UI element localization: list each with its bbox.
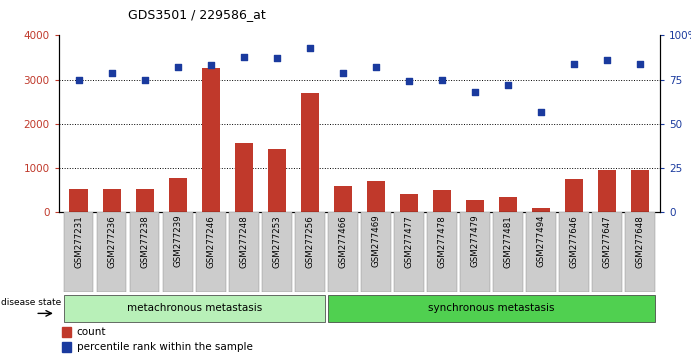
Point xyxy=(106,70,117,75)
Point xyxy=(502,82,513,88)
Point xyxy=(404,79,415,84)
Bar xyxy=(565,179,583,212)
Point xyxy=(569,61,580,67)
Bar xyxy=(135,189,153,212)
Point xyxy=(337,70,348,75)
Text: GSM277246: GSM277246 xyxy=(206,215,215,268)
Bar xyxy=(61,342,70,352)
Text: GSM277478: GSM277478 xyxy=(437,215,446,268)
Bar xyxy=(334,186,352,212)
Bar xyxy=(526,212,556,292)
Text: GSM277646: GSM277646 xyxy=(569,215,578,268)
Text: GSM277481: GSM277481 xyxy=(504,215,513,268)
Text: GSM277236: GSM277236 xyxy=(107,215,116,268)
Bar xyxy=(328,295,655,322)
Bar xyxy=(130,212,160,292)
Text: GSM277466: GSM277466 xyxy=(339,215,348,268)
Text: GSM277477: GSM277477 xyxy=(404,215,413,268)
Text: GSM277231: GSM277231 xyxy=(74,215,83,268)
Bar xyxy=(97,212,126,292)
Point xyxy=(437,77,448,82)
Text: metachronous metastasis: metachronous metastasis xyxy=(126,303,262,313)
Bar xyxy=(70,189,88,212)
Point xyxy=(634,61,645,67)
Bar xyxy=(598,170,616,212)
Bar xyxy=(196,212,225,292)
Bar xyxy=(361,212,390,292)
Text: GSM277238: GSM277238 xyxy=(140,215,149,268)
Text: synchronous metastasis: synchronous metastasis xyxy=(428,303,555,313)
Point xyxy=(205,63,216,68)
Bar xyxy=(229,212,258,292)
Point xyxy=(139,77,150,82)
Point xyxy=(238,54,249,59)
Text: GSM277648: GSM277648 xyxy=(636,215,645,268)
Text: GDS3501 / 229586_at: GDS3501 / 229586_at xyxy=(128,8,265,21)
Bar xyxy=(400,194,418,212)
Bar xyxy=(493,212,523,292)
Text: GSM277647: GSM277647 xyxy=(603,215,612,268)
Bar xyxy=(64,295,325,322)
Text: percentile rank within the sample: percentile rank within the sample xyxy=(77,342,253,352)
Bar xyxy=(625,212,655,292)
Bar xyxy=(61,327,70,337)
Bar xyxy=(301,93,319,212)
Point xyxy=(172,64,183,70)
Text: count: count xyxy=(77,327,106,337)
Bar xyxy=(559,212,589,292)
Point xyxy=(271,56,282,61)
Bar xyxy=(235,143,253,212)
Point xyxy=(73,77,84,82)
Bar xyxy=(202,68,220,212)
Bar xyxy=(169,178,187,212)
Bar xyxy=(433,190,451,212)
Text: GSM277256: GSM277256 xyxy=(305,215,314,268)
Bar xyxy=(466,200,484,212)
Point xyxy=(602,57,613,63)
Bar xyxy=(267,149,286,212)
Bar xyxy=(262,212,292,292)
Text: GSM277239: GSM277239 xyxy=(173,215,182,267)
Text: GSM277248: GSM277248 xyxy=(239,215,248,268)
Bar xyxy=(64,212,93,292)
Bar xyxy=(631,170,649,212)
Text: GSM277479: GSM277479 xyxy=(471,215,480,267)
Text: GSM277469: GSM277469 xyxy=(371,215,380,267)
Bar xyxy=(328,212,358,292)
Text: GSM277253: GSM277253 xyxy=(272,215,281,268)
Bar xyxy=(592,212,622,292)
Bar xyxy=(532,207,550,212)
Bar xyxy=(295,212,325,292)
Bar xyxy=(427,212,457,292)
Bar xyxy=(163,212,193,292)
Bar xyxy=(102,188,121,212)
Point xyxy=(370,64,381,70)
Bar xyxy=(460,212,490,292)
Point xyxy=(304,45,315,51)
Text: GSM277494: GSM277494 xyxy=(536,215,545,267)
Point xyxy=(536,109,547,114)
Text: disease state: disease state xyxy=(1,298,61,307)
Bar xyxy=(394,212,424,292)
Bar xyxy=(499,198,517,212)
Point xyxy=(469,89,480,95)
Bar xyxy=(367,181,385,212)
